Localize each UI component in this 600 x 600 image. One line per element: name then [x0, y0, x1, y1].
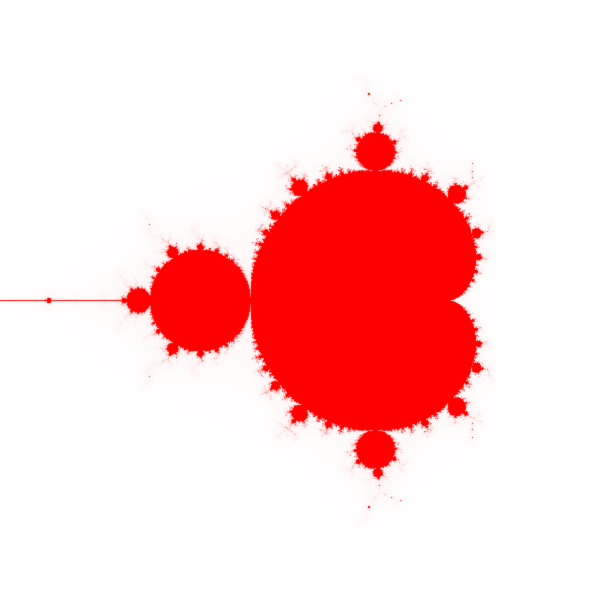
fractal-viewport	[0, 0, 600, 600]
mandelbrot-set-image	[0, 0, 600, 600]
